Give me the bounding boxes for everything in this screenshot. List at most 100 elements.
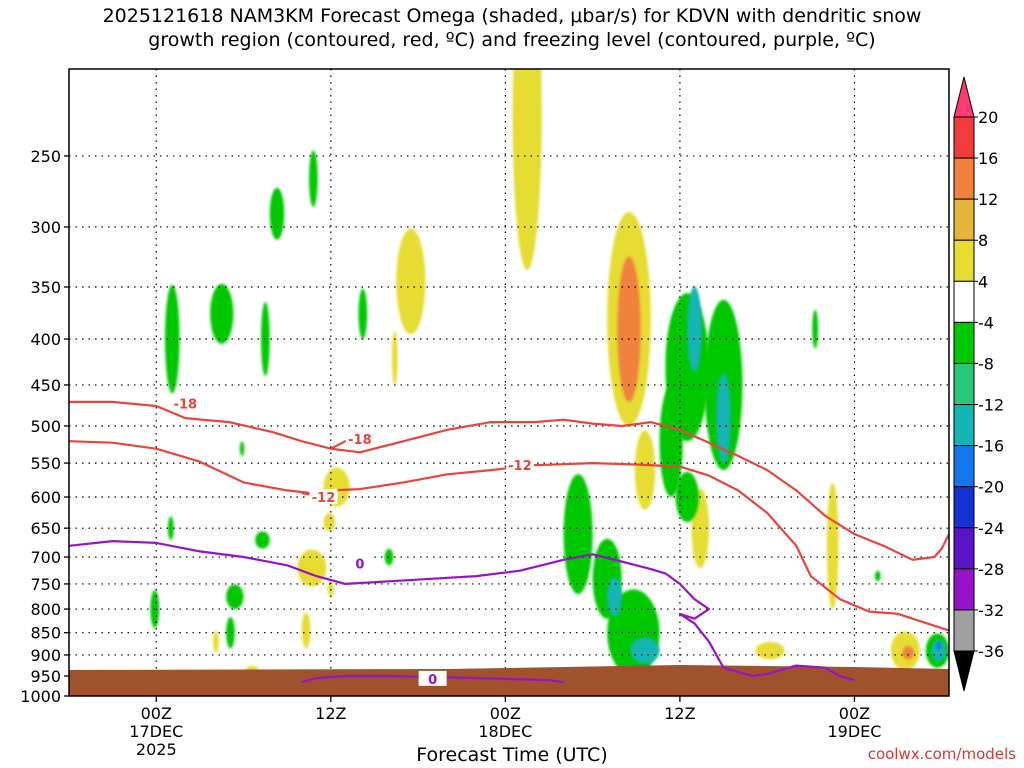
omega-cell <box>384 548 394 566</box>
colorbar-label: -36 <box>978 642 1004 661</box>
plot-background <box>69 69 949 696</box>
colorbar-label: -32 <box>978 601 1004 620</box>
colorbar-label: 4 <box>978 272 988 291</box>
colorbar-swatch <box>953 280 975 323</box>
y-tick-label: 900 <box>30 646 61 665</box>
contour-dgz-bottom <box>69 440 949 632</box>
omega-cell <box>512 69 542 270</box>
colorbar-swatch <box>953 362 975 406</box>
y-tick-label: 1000 <box>20 687 61 706</box>
y-tick-label: 350 <box>30 278 61 297</box>
credit-text: coolwx.com/models <box>867 745 1016 763</box>
colorbar-swatch <box>953 116 975 159</box>
x-axis-label: Forecast Time (UTC) <box>416 744 608 766</box>
colorbar-label: -12 <box>978 396 1004 415</box>
x-tick-label: 12Z <box>315 704 346 723</box>
contour-label: -12 <box>312 491 336 506</box>
x-tick-label: 12Z <box>664 704 695 723</box>
y-tick-label: 700 <box>30 548 61 567</box>
contour-dgz-top <box>69 400 949 561</box>
omega-cell <box>931 639 947 662</box>
omega-cell <box>391 331 398 385</box>
omega-cell <box>210 283 234 344</box>
plot-frame <box>68 68 950 697</box>
colorbar-swatch <box>953 198 975 241</box>
colorbar-label: -8 <box>978 354 994 373</box>
omega-cell <box>255 531 270 549</box>
x-tick-date: 17DEC <box>129 722 183 741</box>
omega-cell <box>902 646 915 660</box>
y-tick-label: 850 <box>30 624 61 643</box>
omega-cell <box>659 385 683 497</box>
x-tick-date: 19DEC <box>827 722 881 741</box>
plot-border <box>68 68 950 697</box>
omega-cell <box>396 228 426 335</box>
omega-cell <box>755 641 785 660</box>
omega-cell <box>226 616 235 649</box>
chart-title: 2025121618 NAM3KM Forecast Omega (shaded… <box>102 5 922 51</box>
contour-label-bg <box>345 555 374 571</box>
colorbar-swatch <box>953 486 975 529</box>
contour-label: -12 <box>508 459 532 474</box>
omega-cell <box>826 482 839 610</box>
contour-label: 0 <box>355 558 364 573</box>
omega-cell <box>358 288 368 340</box>
omega-cell <box>716 373 731 464</box>
colorbar-label: 12 <box>978 190 998 209</box>
colorbar-label: -4 <box>978 313 994 332</box>
colorbar-swatch <box>953 527 975 570</box>
colorbar-label: 16 <box>978 149 998 168</box>
y-tick-label: 300 <box>30 218 61 237</box>
colorbar-swatch <box>953 321 975 364</box>
y-tick-label: 800 <box>30 600 61 619</box>
omega-cell <box>563 474 593 595</box>
y-tick-label: 600 <box>30 488 61 507</box>
colorbar-swatch <box>953 404 975 447</box>
colorbar-arrow-bottom <box>953 650 975 692</box>
omega-cell <box>269 187 285 240</box>
y-tick-label: 450 <box>30 376 61 395</box>
x-tick-label: 00Z <box>141 704 172 723</box>
colorbar-label: 20 <box>978 108 998 127</box>
omega-cell <box>634 430 656 510</box>
omega-cell <box>812 309 819 349</box>
y-tick-label: 500 <box>30 417 61 436</box>
omega-cell <box>607 577 622 617</box>
y-tick-label: 650 <box>30 519 61 538</box>
omega-cell <box>213 630 219 653</box>
colorbar-swatch <box>953 445 975 488</box>
colorbar: 20 16 12 8 4 -4 -8 -12 -16 -20 -24 -28 -32 -36 <box>953 76 1004 692</box>
omega-cell <box>309 150 318 207</box>
colorbar-swatch <box>953 609 975 652</box>
colorbar-swatch <box>953 157 975 200</box>
omega-cell <box>165 284 180 394</box>
contour-freezing-level <box>69 540 855 682</box>
y-axis-ticks: 250 300 350 400 450 500 550 600 650 700 750 800 850 9… <box>20 147 69 706</box>
y-tick-label: 250 <box>30 147 61 166</box>
contour-label-bg <box>505 457 534 473</box>
colorbar-label: -28 <box>978 560 1004 579</box>
ground-layer <box>69 665 949 696</box>
contour-label-bg <box>309 488 338 504</box>
omega-cell <box>617 256 641 402</box>
colorbar-label: -16 <box>978 437 1004 456</box>
contour-label-bg <box>418 670 447 686</box>
colorbar-arrow-top <box>953 76 975 118</box>
x-tick-label: 00Z <box>839 704 870 723</box>
contour-label-bg <box>171 395 200 411</box>
omega-cell <box>297 549 327 587</box>
colorbar-swatch <box>953 239 975 282</box>
x-tick-label: 00Z <box>490 704 521 723</box>
contour-label: -18 <box>348 433 372 448</box>
plot-area <box>69 69 949 696</box>
omega-cell <box>936 641 941 651</box>
grid-lines <box>69 69 949 696</box>
x-tick-date: 18DEC <box>478 722 532 741</box>
omega-cell <box>323 513 336 532</box>
omega-cell <box>226 584 244 610</box>
y-tick-label: 550 <box>30 454 61 473</box>
colorbar-label: 8 <box>978 231 988 250</box>
contour-label: -18 <box>174 398 198 413</box>
